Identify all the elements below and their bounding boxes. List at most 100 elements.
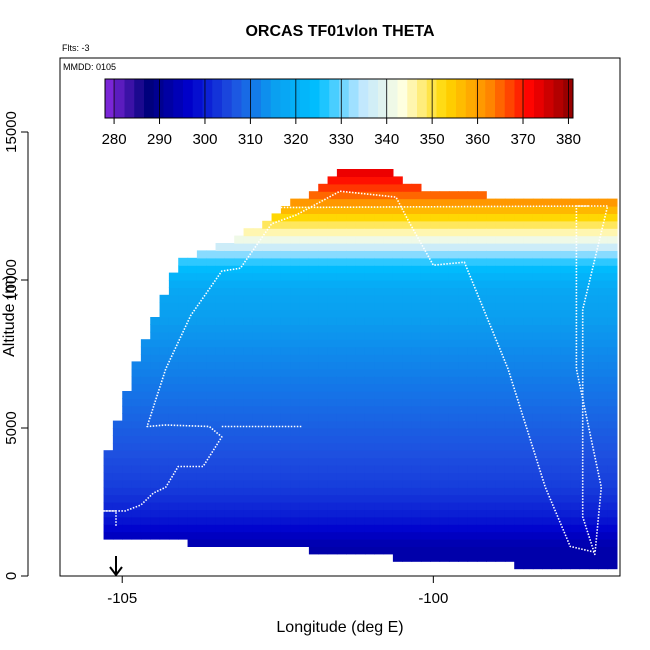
- field-cell: [206, 391, 217, 399]
- field-cell: [346, 420, 357, 429]
- field-cell: [271, 472, 282, 481]
- field-cell: [439, 368, 450, 377]
- field-cell: [168, 509, 179, 518]
- field-cell: [178, 257, 189, 266]
- field-cell: [262, 228, 273, 237]
- field-cell: [122, 502, 133, 510]
- field-cell: [318, 235, 329, 244]
- field-cell: [551, 457, 562, 466]
- field-cell: [588, 250, 599, 259]
- field-cell: [504, 435, 515, 444]
- field-cell: [364, 183, 375, 192]
- field-cell: [598, 405, 609, 414]
- field-cell: [215, 361, 226, 370]
- field-cell: [327, 413, 338, 422]
- field-cell: [542, 539, 553, 547]
- field-cell: [234, 487, 245, 496]
- field-cell: [542, 516, 553, 525]
- field-cell: [336, 294, 347, 303]
- field-cell: [271, 420, 282, 429]
- field-cell: [346, 442, 357, 451]
- field-cell: [448, 502, 459, 510]
- field-cell: [318, 317, 329, 325]
- field-cell: [420, 324, 431, 333]
- field-cell: [514, 487, 525, 496]
- field-cell: [196, 280, 207, 288]
- field-cell: [392, 465, 403, 473]
- field-cell: [168, 494, 179, 503]
- field-cell: [327, 213, 338, 222]
- field-cell: [215, 457, 226, 466]
- field-cell: [150, 465, 161, 473]
- field-cell: [178, 287, 189, 296]
- field-cell: [355, 176, 366, 185]
- field-cell: [598, 257, 609, 266]
- field-cell: [224, 383, 235, 392]
- field-cell: [598, 413, 609, 422]
- field-cell: [215, 442, 226, 451]
- field-cell: [206, 509, 217, 518]
- field-cell: [607, 494, 618, 503]
- field-cell: [551, 435, 562, 444]
- field-cell: [551, 524, 562, 533]
- field-cell: [355, 487, 366, 496]
- position-marker: [109, 556, 123, 577]
- field-cell: [551, 553, 562, 562]
- field-cell: [476, 206, 487, 214]
- field-cell: [476, 287, 487, 296]
- field-cell: [355, 198, 366, 207]
- field-cell: [588, 391, 599, 399]
- field-cell: [523, 339, 534, 348]
- field-cell: [308, 198, 319, 207]
- colorbar-swatch: [241, 79, 252, 118]
- field-cell: [206, 331, 217, 340]
- field-cell: [355, 250, 366, 259]
- field-cell: [308, 257, 319, 266]
- field-cell: [542, 428, 553, 436]
- colorbar-swatch: [163, 79, 174, 118]
- field-cell: [355, 531, 366, 540]
- field-cell: [215, 398, 226, 407]
- field-cell: [467, 287, 478, 296]
- field-cell: [411, 457, 422, 466]
- field-cell: [383, 391, 394, 399]
- field-cell: [458, 243, 469, 251]
- field-cell: [383, 546, 394, 555]
- field-cell: [486, 213, 497, 222]
- field-cell: [122, 494, 133, 503]
- colorbar-swatch: [173, 79, 184, 118]
- field-cell: [504, 272, 515, 281]
- field-cell: [607, 220, 618, 229]
- field-cell: [355, 391, 366, 399]
- field-cell: [308, 235, 319, 244]
- field-cell: [598, 354, 609, 362]
- field-cell: [252, 494, 263, 503]
- field-cell: [411, 324, 422, 333]
- field-cell: [495, 553, 506, 562]
- field-cell: [318, 465, 329, 473]
- field-cell: [607, 435, 618, 444]
- field-cell: [271, 324, 282, 333]
- field-cell: [140, 398, 151, 407]
- field-cell: [364, 191, 375, 200]
- field-cell: [187, 457, 198, 466]
- field-cell: [598, 331, 609, 340]
- field-cell: [280, 339, 291, 348]
- field-cell: [355, 309, 366, 318]
- field-cell: [383, 450, 394, 459]
- field-cell: [327, 383, 338, 392]
- field-cell: [579, 479, 590, 488]
- field-cell: [439, 191, 450, 200]
- field-cell: [346, 280, 357, 288]
- field-cell: [346, 198, 357, 207]
- field-cell: [234, 472, 245, 481]
- field-cell: [290, 391, 301, 399]
- field-cell: [280, 479, 291, 488]
- field-cell: [280, 391, 291, 399]
- field-cell: [206, 265, 217, 274]
- field-cell: [243, 472, 254, 481]
- field-cell: [243, 465, 254, 473]
- field-cell: [364, 213, 375, 222]
- field-cell: [355, 361, 366, 370]
- field-cell: [420, 435, 431, 444]
